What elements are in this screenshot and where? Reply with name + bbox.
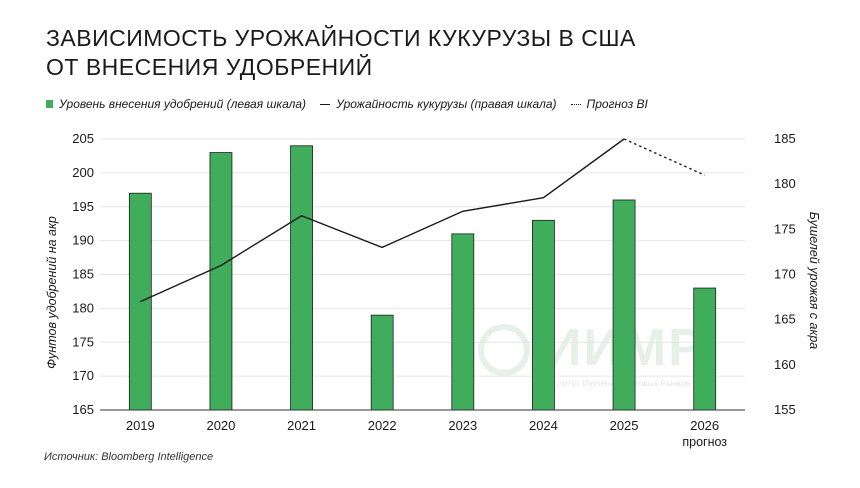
legend-item-forecast: Прогноз BI: [570, 97, 648, 111]
line-series-yield: [140, 138, 625, 303]
chart-title-line-1: Зависимость урожайности кукурузы в США: [46, 25, 636, 51]
y-tick-label-left: 195: [72, 199, 94, 214]
y-tick-label-right: 175: [774, 221, 796, 236]
chart-title-line-2: от внесения удобрений: [46, 54, 373, 80]
x-tick-label: 2022: [368, 418, 397, 433]
y-tick-label-left: 170: [72, 368, 94, 383]
x-tick-label: 2019: [126, 418, 155, 433]
y-tick-label-left: 185: [72, 267, 94, 282]
y-tick-label-right: 155: [774, 402, 796, 417]
legend-item-line: Урожайность кукурузы (правая шкала): [320, 97, 557, 111]
x-tick-sublabel: прогноз: [682, 435, 727, 449]
bar: [370, 314, 394, 411]
y-tick-label-left: 200: [72, 165, 94, 180]
bar: [451, 233, 475, 411]
bar: [290, 145, 313, 411]
legend-label-forecast: Прогноз BI: [586, 97, 648, 111]
y-tick-label-right: 180: [774, 176, 796, 191]
x-tick-label: 2020: [206, 418, 235, 433]
y-axis-title-right: Бушелей урожая с акра: [807, 212, 821, 350]
x-tick-label: 2026: [690, 418, 719, 433]
y-tick-label-left: 205: [72, 131, 94, 146]
source-note: Источник: Bloomberg Intelligence: [44, 451, 214, 463]
y-tick-label-left: 165: [72, 402, 94, 417]
y-tick-label-left: 190: [72, 233, 94, 248]
chart-title: Зависимость урожайности кукурузы в США о…: [46, 24, 746, 82]
y-tick-label-right: 160: [774, 357, 796, 372]
legend-swatch-forecast: [570, 103, 581, 105]
legend-item-bars: Уровень внесения удобрений (левая шкала): [46, 97, 306, 111]
bar: [209, 152, 233, 411]
y-tick-label-right: 170: [774, 267, 796, 282]
y-axis-title-left: Фунтов удобрений на акр: [45, 216, 59, 369]
x-tick-label: 2025: [610, 418, 639, 433]
x-tick-label: 2021: [287, 418, 316, 433]
y-tick-label-left: 175: [72, 334, 94, 349]
legend: Уровень внесения удобрений (левая шкала)…: [46, 96, 662, 112]
bar: [693, 287, 717, 411]
legend-swatch-line: [320, 103, 331, 105]
bar: [612, 199, 636, 411]
y-tick-label-right: 165: [774, 312, 796, 327]
y-tick-label-left: 180: [72, 300, 94, 315]
x-tick-label: 2023: [448, 418, 477, 433]
legend-label-bars: Уровень внесения удобрений (левая шкала): [59, 97, 307, 111]
legend-swatch-bars: [46, 100, 53, 108]
line-series-forecast: [623, 138, 705, 176]
legend-label-line: Урожайность кукурузы (правая шкала): [336, 97, 557, 111]
bar: [532, 219, 555, 411]
x-tick-label: 2024: [529, 418, 558, 433]
y-tick-label-right: 185: [774, 131, 796, 146]
